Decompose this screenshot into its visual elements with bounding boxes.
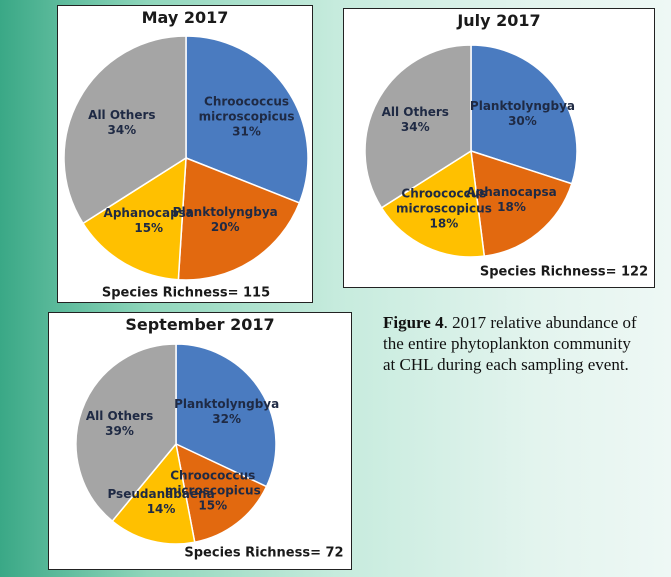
pie-chart — [63, 35, 309, 281]
slice-name: Aphanocapsa — [466, 185, 557, 199]
pie-slice — [174, 442, 268, 544]
slice-label: Aphanocapsa 15% — [89, 206, 209, 236]
slice-name: Planktolyngbya — [174, 396, 280, 411]
slice-name: Chroococcus microscopicus — [395, 186, 492, 216]
pie-slice — [111, 442, 196, 545]
pie-slice — [470, 44, 578, 185]
slice-name: Planktolyngbya — [172, 204, 278, 219]
pie-slice — [175, 343, 277, 488]
slice-label: All Others 34% — [62, 108, 182, 138]
pie-slice — [364, 44, 472, 209]
slice-value: 15% — [198, 498, 228, 513]
slice-label: Aphanocapsa 18% — [452, 185, 572, 215]
slice-name: Chroococcus microscopicus — [198, 94, 295, 124]
slice-value: 34% — [107, 122, 137, 137]
pie-slice — [177, 156, 301, 281]
slice-label: Chroococcus microscopicus 31% — [187, 94, 307, 139]
slice-label: Planktolyngbya 30% — [462, 99, 582, 129]
annotation: Species Richness= 122 — [479, 264, 649, 280]
slice-label: Planktolyngbya 20% — [165, 205, 285, 235]
annotation: Species Richness= 72 — [184, 545, 344, 561]
slice-value: 32% — [212, 411, 242, 426]
slice-label: Planktolyngbya 32% — [167, 397, 287, 427]
slice-value: 20% — [210, 219, 240, 234]
slice-value: 18% — [429, 216, 459, 231]
caption: Figure 4. 2017 relative abundance of the… — [383, 312, 643, 375]
slice-label: All Others 39% — [60, 409, 180, 439]
slice-name: Chroococcus microscopicus — [164, 468, 261, 498]
slice-label: Chroococcus microscopicus 15% — [153, 469, 273, 514]
pie-slice — [75, 343, 177, 523]
chart-title: May 2017 — [141, 8, 229, 27]
chart-panel: September 2017 Planktolyngbya 32% Chroococc… — [48, 312, 352, 570]
slice-name: All Others — [381, 105, 449, 120]
slice-name: Planktolyngbya — [469, 98, 575, 113]
slice-value: 31% — [232, 124, 261, 139]
pie-slice — [81, 156, 187, 281]
annotation: Species Richness= 115 — [101, 285, 271, 301]
pie-chart — [364, 44, 578, 258]
pie-slice — [470, 149, 573, 258]
slice-value: 39% — [105, 423, 134, 438]
pie-slice — [185, 35, 309, 204]
caption-label: Figure 4 — [383, 313, 444, 332]
slice-name: Aphanocapsa — [103, 206, 194, 220]
chart-panel: May 2017 Chroococcus microscopicus 31% Plan… — [57, 5, 313, 303]
slice-value: 30% — [508, 113, 537, 128]
slice-name: All Others — [85, 408, 154, 423]
slice-label: All Others 34% — [355, 105, 475, 135]
slice-label: Pseudanabaena 14% — [101, 487, 221, 517]
slice-value: 34% — [400, 120, 430, 135]
chart-title: July 2017 — [457, 11, 541, 30]
slice-value: 14% — [146, 502, 176, 517]
slice-value: 18% — [497, 200, 526, 214]
pie-slice — [63, 35, 187, 225]
pie-slice — [380, 149, 486, 258]
slice-value: 15% — [134, 221, 164, 235]
slice-name: Pseudanabaena — [107, 487, 215, 502]
caption-text: . 2017 relative abundance of the entire … — [383, 313, 637, 374]
slice-label: Chroococcus microscopicus 18% — [384, 186, 504, 231]
chart-title: September 2017 — [125, 315, 275, 334]
chart-panel: July 2017 Planktolyngbya 30% Aphanocapsa 18%… — [343, 8, 655, 288]
pie-chart — [75, 343, 277, 545]
slice-name: All Others — [88, 107, 156, 122]
